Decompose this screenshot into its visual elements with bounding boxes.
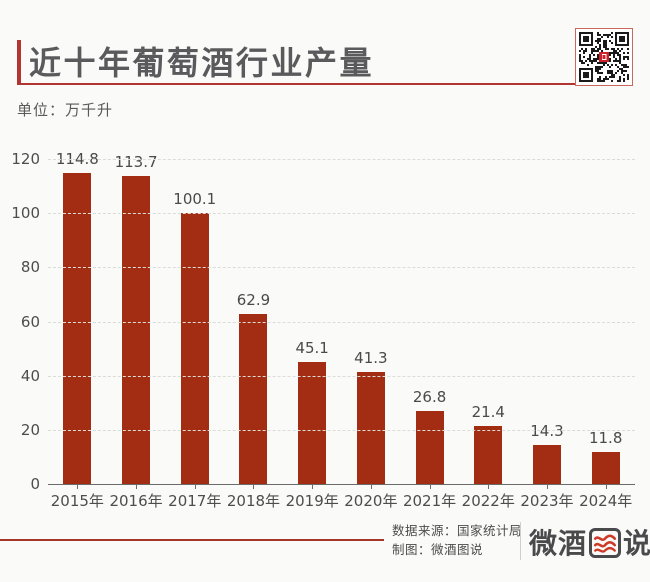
y-tick-label: 40 <box>20 366 40 385</box>
bar <box>239 313 268 484</box>
bar-value-label: 62.9 <box>236 290 271 309</box>
credits-block: 数据来源：国家统计局 制图：微酒图说 <box>392 521 522 559</box>
x-tick-label: 2017年 <box>168 492 222 510</box>
bar <box>591 452 620 484</box>
x-axis-tick <box>77 485 79 489</box>
bar-value-label: 14.3 <box>530 422 564 441</box>
title-underline <box>17 83 632 85</box>
bar-value-label: 21.4 <box>471 403 505 422</box>
logo-text-right: 说 <box>623 527 650 560</box>
y-tick-label: 0 <box>30 475 40 493</box>
bar <box>356 372 385 484</box>
gridline <box>48 159 635 160</box>
bar-column: 41.3 <box>342 159 401 489</box>
x-tick-label: 2024年 <box>579 492 633 510</box>
y-tick-label: 100 <box>11 204 40 223</box>
bar <box>122 176 151 484</box>
bar-column: 14.3 <box>518 159 577 489</box>
x-axis-tick <box>253 485 255 489</box>
bar <box>63 173 92 484</box>
x-tick-label: 2015年 <box>50 492 104 510</box>
plot-area: 114.8 113.7 100.1 62.9 45.1 41.3 26.8 21.4 14.3 1… <box>48 150 635 489</box>
bar-column: 11.8 <box>576 159 635 489</box>
bar-value-label: 26.8 <box>412 388 447 407</box>
bar-value-label: 113.7 <box>114 153 158 172</box>
bar-columns: 114.8 113.7 100.1 62.9 45.1 41.3 26.8 21.4 14.3 1… <box>48 150 635 489</box>
qr-code-icon <box>575 28 633 86</box>
x-axis-tick <box>370 485 372 489</box>
x-tick-label: 2022年 <box>461 492 515 510</box>
bar-column: 62.9 <box>224 159 283 489</box>
bar <box>180 212 209 484</box>
unit-label: 单位：万千升 <box>17 101 114 119</box>
x-tick-label: 2019年 <box>285 492 339 510</box>
x-tick-label: 2018年 <box>226 492 281 510</box>
x-axis-tick <box>546 485 548 489</box>
gridline <box>48 321 635 323</box>
bar-column: 45.1 <box>283 159 342 489</box>
page-title: 近十年葡萄酒行业产量 <box>29 44 375 82</box>
bar <box>415 411 444 484</box>
gridline <box>48 429 635 431</box>
bar <box>532 445 561 484</box>
bar-value-label: 100.1 <box>173 189 217 208</box>
title-accent-bar <box>17 40 21 84</box>
logo-text-left: 微酒 <box>529 527 588 560</box>
bar-value-label: 11.8 <box>588 429 623 448</box>
qr-pattern <box>579 32 629 82</box>
bar-value-label: 41.3 <box>354 349 388 368</box>
x-tick-label: 2021年 <box>402 492 457 510</box>
logo-wave-box-icon <box>589 528 622 558</box>
bar <box>298 361 327 484</box>
y-axis: 0 20 40 60 80 100 120 <box>0 150 40 493</box>
x-axis: 2015年 2016年 2017年 2018年 2019年 2020年 2021年 2022年… <box>48 490 635 511</box>
bar-column: 26.8 <box>400 159 459 489</box>
gridline <box>48 375 635 377</box>
x-tick-label: 2016年 <box>109 492 163 510</box>
x-axis-tick <box>194 485 196 489</box>
gridline <box>48 267 635 269</box>
x-tick-label: 2020年 <box>344 492 398 510</box>
bar-column: 113.7 <box>107 153 166 489</box>
bar <box>474 426 503 484</box>
brand-logo: 微酒 说 <box>529 522 650 562</box>
bar-column: 21.4 <box>459 159 518 489</box>
data-source-label: 数据来源：国家统计局 <box>392 523 523 538</box>
gridline <box>48 213 635 215</box>
x-axis-tick <box>312 485 314 489</box>
y-tick-label: 20 <box>20 420 40 439</box>
footer-divider-line <box>0 539 384 541</box>
x-axis-tick <box>605 485 607 489</box>
y-tick-label: 120 <box>11 150 40 168</box>
x-axis-tick <box>136 485 138 489</box>
y-tick-label: 60 <box>20 312 40 331</box>
x-tick-label: 2023年 <box>520 492 574 510</box>
bar-column: 100.1 <box>165 159 224 489</box>
x-axis-tick <box>429 485 431 489</box>
bar-value-label: 45.1 <box>295 338 329 357</box>
footer-vertical-divider <box>520 522 521 560</box>
chart-credit-label: 制图：微酒图说 <box>392 542 484 557</box>
x-axis-tick <box>488 485 490 489</box>
y-tick-label: 80 <box>20 258 40 277</box>
